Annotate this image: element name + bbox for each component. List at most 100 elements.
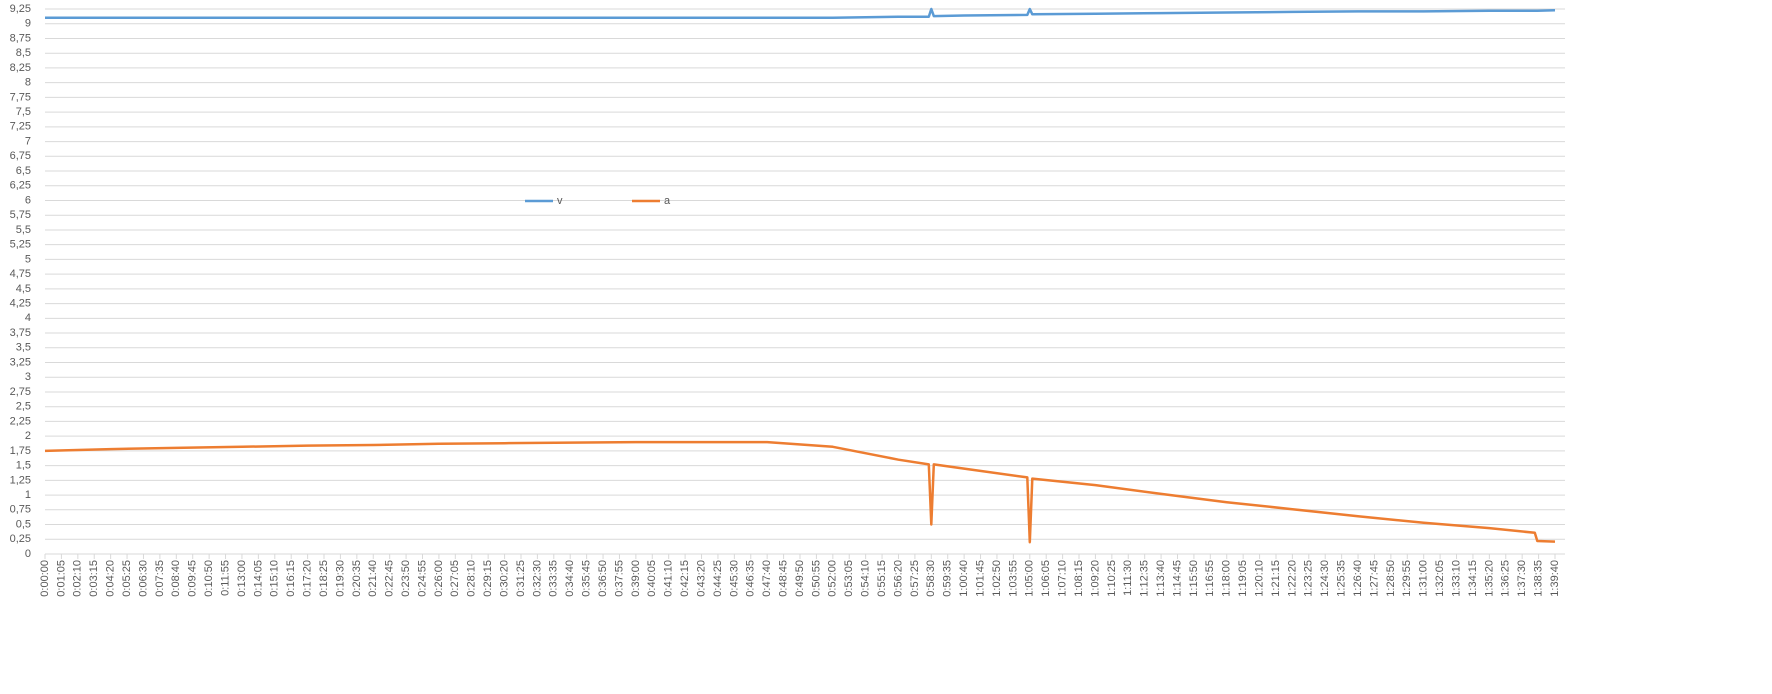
x-tick-label: 0:26:00 xyxy=(433,560,445,597)
x-tick-label: 1:36:25 xyxy=(1500,560,1512,597)
y-tick-label: 0 xyxy=(25,548,31,560)
x-tick-label: 1:02:50 xyxy=(991,560,1003,597)
x-tick-label: 0:02:10 xyxy=(72,560,84,597)
x-tick-label: 0:47:40 xyxy=(761,560,773,597)
x-tick-label: 0:11:55 xyxy=(219,560,231,596)
x-tick-label: 0:14:05 xyxy=(252,560,264,597)
x-tick-label: 0:46:35 xyxy=(745,560,757,597)
x-tick-label: 0:40:05 xyxy=(646,560,658,597)
y-tick-label: 1,75 xyxy=(10,445,31,457)
x-tick-label: 0:09:45 xyxy=(187,560,199,597)
y-tick-label: 2,5 xyxy=(16,401,31,413)
x-tick-label: 1:34:15 xyxy=(1467,560,1479,597)
x-tick-label: 0:05:25 xyxy=(121,560,133,597)
y-tick-label: 5,5 xyxy=(16,224,31,236)
x-tick-label: 1:23:25 xyxy=(1303,560,1315,597)
x-tick-label: 0:41:10 xyxy=(663,560,675,597)
x-tick-label: 1:13:40 xyxy=(1155,560,1167,597)
x-tick-label: 0:04:20 xyxy=(105,560,117,597)
legend-label: v xyxy=(557,195,563,207)
x-tick-label: 1:15:50 xyxy=(1188,560,1200,597)
x-tick-label: 1:31:00 xyxy=(1418,560,1430,597)
y-tick-label: 5,25 xyxy=(10,239,31,251)
y-tick-label: 1,5 xyxy=(16,460,31,472)
x-tick-label: 1:12:35 xyxy=(1139,560,1151,597)
x-tick-label: 1:32:05 xyxy=(1434,560,1446,597)
x-tick-label: 0:57:25 xyxy=(909,560,921,597)
x-tick-label: 0:35:45 xyxy=(581,560,593,597)
x-tick-label: 1:26:40 xyxy=(1352,560,1364,597)
x-tick-label: 1:29:55 xyxy=(1401,560,1413,597)
x-tick-label: 1:14:45 xyxy=(1171,560,1183,597)
x-tick-label: 0:43:20 xyxy=(695,560,707,597)
x-tick-label: 0:20:35 xyxy=(351,560,363,597)
x-tick-label: 1:35:20 xyxy=(1483,560,1495,597)
x-tick-label: 1:16:55 xyxy=(1204,560,1216,597)
y-tick-label: 4,25 xyxy=(10,298,31,310)
y-tick-label: 7,5 xyxy=(16,106,31,118)
y-tick-label: 9 xyxy=(25,18,31,30)
y-tick-label: 3,75 xyxy=(10,327,31,339)
x-tick-label: 0:15:10 xyxy=(269,560,281,597)
y-tick-label: 0,5 xyxy=(16,518,31,530)
x-tick-label: 1:22:20 xyxy=(1286,560,1298,597)
x-tick-label: 0:07:35 xyxy=(154,560,166,597)
y-tick-label: 6,5 xyxy=(16,165,31,177)
x-tick-label: 0:58:30 xyxy=(925,560,937,597)
y-tick-label: 0,25 xyxy=(10,533,31,545)
y-tick-label: 9,25 xyxy=(10,3,31,15)
x-tick-label: 0:17:20 xyxy=(302,560,314,597)
x-tick-label: 0:56:20 xyxy=(892,560,904,597)
y-tick-label: 6,75 xyxy=(10,150,31,162)
y-tick-label: 8 xyxy=(25,77,31,89)
x-tick-label: 1:38:35 xyxy=(1532,560,1544,597)
x-tick-label: 1:39:40 xyxy=(1549,560,1561,597)
x-tick-label: 0:50:55 xyxy=(810,560,822,597)
y-tick-label: 1,25 xyxy=(10,474,31,486)
x-tick-label: 0:30:20 xyxy=(498,560,510,597)
x-tick-label: 1:05:00 xyxy=(1024,560,1036,597)
x-tick-label: 0:44:25 xyxy=(712,560,724,597)
x-tick-label: 0:23:50 xyxy=(400,560,412,597)
x-tick-label: 0:52:00 xyxy=(827,560,839,597)
x-tick-label: 0:48:45 xyxy=(777,560,789,597)
y-tick-label: 7,75 xyxy=(10,91,31,103)
x-tick-label: 0:27:05 xyxy=(449,560,461,597)
x-tick-label: 0:21:40 xyxy=(367,560,379,597)
x-tick-label: 0:03:15 xyxy=(88,560,100,597)
y-tick-label: 8,75 xyxy=(10,32,31,44)
y-tick-label: 5,75 xyxy=(10,209,31,221)
series-line xyxy=(45,7,1556,20)
x-tick-label: 0:28:10 xyxy=(466,560,478,597)
x-tick-label: 1:07:10 xyxy=(1057,560,1069,597)
x-tick-label: 0:32:30 xyxy=(531,560,543,597)
x-tick-label: 1:21:15 xyxy=(1270,560,1282,597)
x-tick-label: 0:53:05 xyxy=(843,560,855,597)
x-tick-label: 1:10:25 xyxy=(1106,560,1118,597)
y-tick-label: 7 xyxy=(25,135,31,147)
x-tick-label: 0:06:30 xyxy=(137,560,149,597)
x-tick-label: 0:45:30 xyxy=(728,560,740,597)
x-tick-label: 0:01:05 xyxy=(55,560,67,597)
x-tick-label: 0:59:35 xyxy=(942,560,954,597)
x-tick-label: 1:20:10 xyxy=(1253,560,1265,597)
x-tick-label: 1:03:55 xyxy=(1007,560,1019,597)
y-tick-label: 2,25 xyxy=(10,415,31,427)
y-tick-label: 4,5 xyxy=(16,283,31,295)
x-tick-label: 0:29:15 xyxy=(482,560,494,597)
x-tick-label: 0:55:15 xyxy=(876,560,888,597)
y-tick-label: 6,25 xyxy=(10,180,31,192)
x-tick-label: 0:08:40 xyxy=(170,560,182,597)
y-tick-label: 7,25 xyxy=(10,121,31,133)
x-tick-label: 0:36:50 xyxy=(597,560,609,597)
y-tick-label: 5 xyxy=(25,253,31,265)
x-tick-label: 1:06:05 xyxy=(1040,560,1052,597)
x-tick-label: 0:24:55 xyxy=(416,560,428,597)
x-tick-label: 0:42:15 xyxy=(679,560,691,597)
series-line xyxy=(44,440,1556,544)
x-tick-label: 1:18:00 xyxy=(1221,560,1233,597)
x-tick-label: 1:09:20 xyxy=(1089,560,1101,597)
x-tick-label: 1:00:40 xyxy=(958,560,970,597)
x-tick-label: 1:19:05 xyxy=(1237,560,1249,597)
